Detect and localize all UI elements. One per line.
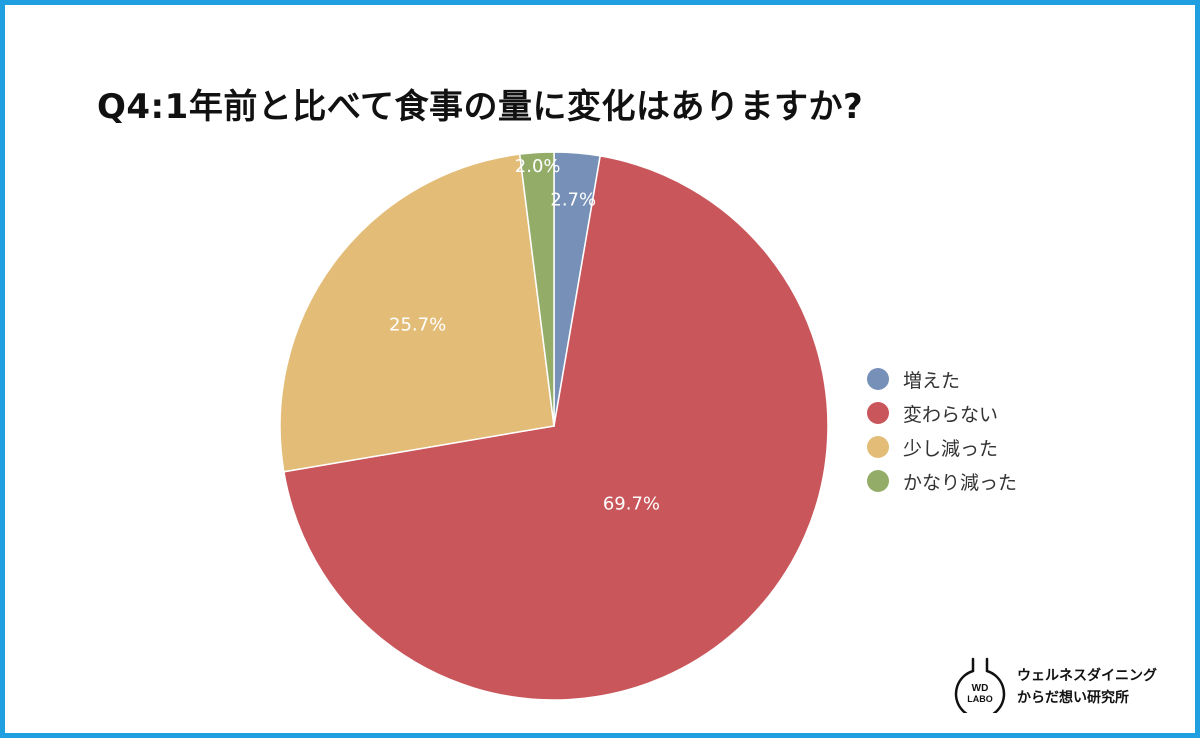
- pie-slice-2: [279, 153, 555, 473]
- logo-text-labo: LABO: [967, 694, 993, 704]
- legend: 増えた 変わらない 少し減った かなり減った: [867, 362, 1017, 498]
- legend-swatch-slightly-decreased: [867, 436, 889, 458]
- legend-swatch-unchanged: [867, 402, 889, 424]
- legend-item-increased: 増えた: [867, 362, 1017, 396]
- legend-swatch-greatly-decreased: [867, 470, 889, 492]
- chart-title: Q4:1年前と比べて食事の量に変化はありますか?: [97, 87, 864, 127]
- pie-slice-1: [282, 155, 829, 701]
- pie-data-label-1: 69.7%: [603, 494, 660, 515]
- pie-data-label-3: 2.0%: [515, 156, 561, 177]
- wd-labo-logo: WD LABO: [954, 657, 1006, 713]
- legend-label-increased: 増えた: [903, 369, 961, 392]
- legend-swatch-increased: [867, 368, 889, 390]
- legend-label-unchanged: 変わらない: [903, 403, 999, 426]
- legend-label-greatly-decreased: かなり減った: [903, 471, 1018, 494]
- legend-item-greatly-decreased: かなり減った: [867, 464, 1017, 498]
- pie-slice-3: [518, 151, 555, 427]
- logo-text-wd: WD: [972, 683, 989, 694]
- brand-name-line1: ウェルネスダイニング: [1017, 668, 1157, 684]
- pie-data-label-0: 2.7%: [550, 189, 596, 210]
- legend-item-unchanged: 変わらない: [867, 396, 1017, 430]
- legend-label-slightly-decreased: 少し減った: [903, 437, 999, 460]
- legend-item-slightly-decreased: 少し減った: [867, 430, 1017, 464]
- pie-data-label-2: 25.7%: [389, 315, 446, 336]
- brand-name: ウェルネスダイニング からだ想い研究所: [1017, 665, 1157, 709]
- brand-name-line2: からだ想い研究所: [1017, 690, 1129, 706]
- pie-chart: 2.7% 69.7% 25.7% 2.0%: [279, 151, 829, 701]
